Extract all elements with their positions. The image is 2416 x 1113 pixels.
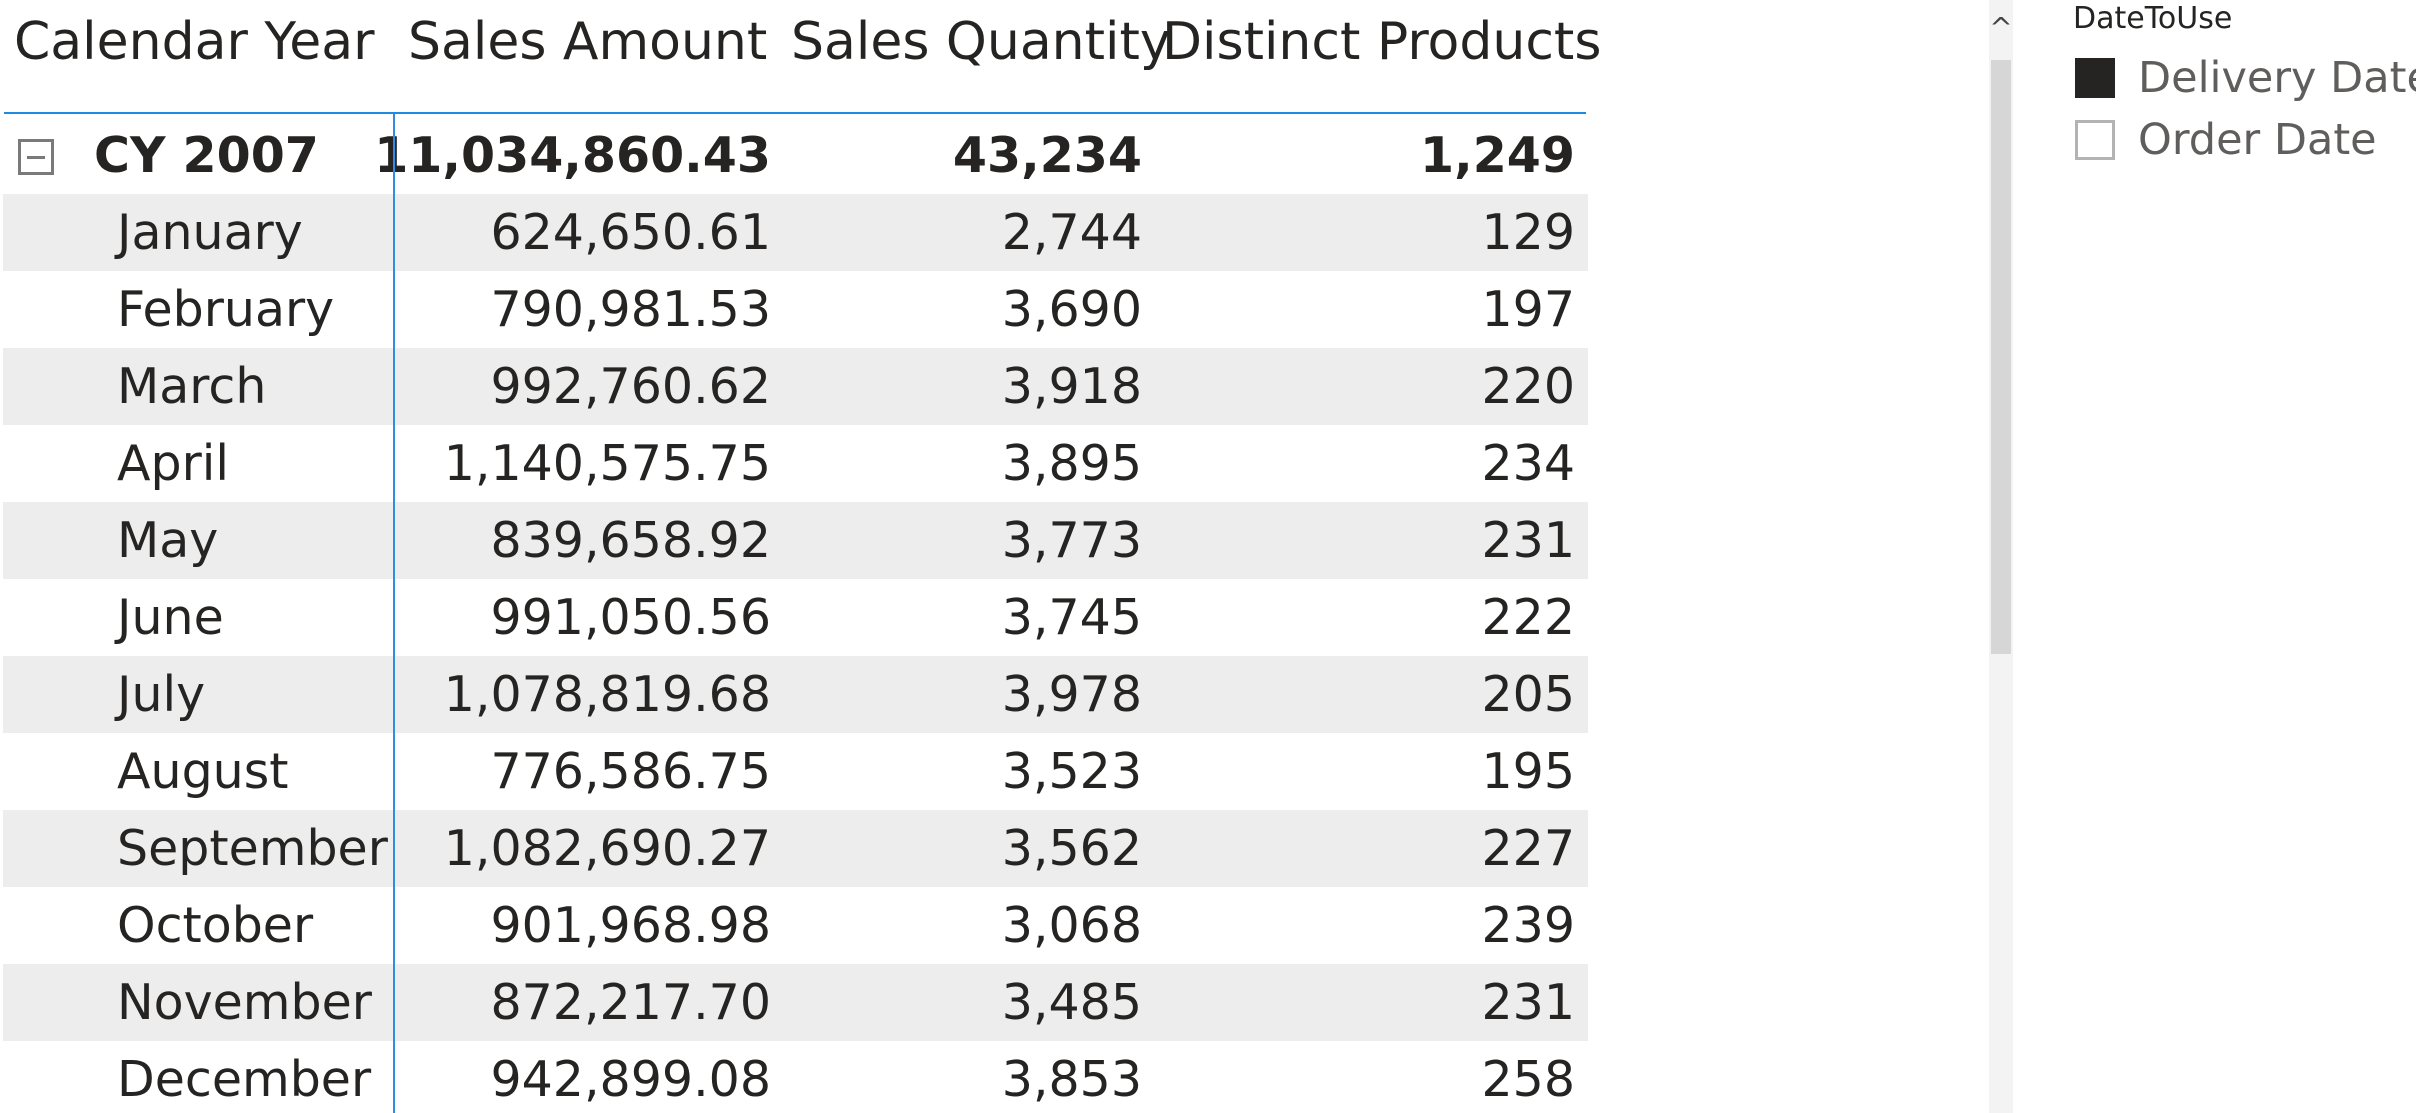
sales-quantity-cell: 3,978: [1001, 666, 1142, 723]
sales-amount-cell: 790,981.53: [490, 281, 771, 338]
table-row: January 624,650.61 2,744 129: [3, 194, 1588, 271]
slicer-item-order-date[interactable]: Order Date: [2073, 114, 2416, 165]
month-label: December: [117, 1051, 372, 1108]
header-divider: [4, 112, 1586, 114]
distinct-products-cell: 129: [1481, 204, 1575, 261]
sales-quantity-cell: 3,485: [1001, 974, 1142, 1031]
minus-square-icon[interactable]: [18, 139, 54, 175]
year-sales-amount: 11,034,860.43: [374, 127, 771, 184]
table-row: July 1,078,819.68 3,978 205: [3, 656, 1588, 733]
sales-amount-cell: 942,899.08: [490, 1051, 771, 1108]
year-row: CY 2007 11,034,860.43 43,234 1,249: [3, 117, 1588, 194]
table-row: October 901,968.98 3,068 239: [3, 887, 1588, 964]
matrix-header-row: Calendar Year Sales Amount Sales Quantit…: [0, 0, 1601, 114]
month-label: October: [117, 897, 314, 954]
sales-quantity-cell: 3,068: [1001, 897, 1142, 954]
distinct-products-cell: 258: [1481, 1051, 1575, 1108]
year-distinct-products: 1,249: [1420, 127, 1575, 184]
scrollbar-thumb[interactable]: [1991, 60, 2011, 654]
date-slicer: DateToUse Delivery Date Order Date: [2073, 0, 2416, 200]
table-row: April 1,140,575.75 3,895 234: [3, 425, 1588, 502]
column-separator: [393, 114, 395, 1113]
month-label: June: [117, 589, 224, 646]
sales-amount-cell: 624,650.61: [490, 204, 771, 261]
table-row: May 839,658.92 3,773 231: [3, 502, 1588, 579]
matrix-body: CY 2007 11,034,860.43 43,234 1,249 Janua…: [3, 117, 1588, 1113]
sales-amount-cell: 1,082,690.27: [443, 820, 771, 877]
sales-amount-cell: 776,586.75: [490, 743, 771, 800]
sales-quantity-cell: 3,562: [1001, 820, 1142, 877]
slicer-item-label: Delivery Date: [2138, 53, 2416, 103]
header-calendar-year[interactable]: Calendar Year: [14, 12, 375, 72]
sales-amount-cell: 992,760.62: [490, 358, 771, 415]
sales-amount-cell: 872,217.70: [490, 974, 771, 1031]
month-label: May: [117, 512, 219, 569]
scroll-up-icon[interactable]: ^: [1989, 11, 2013, 44]
slicer-item-delivery-date[interactable]: Delivery Date: [2073, 52, 2416, 103]
header-distinct-products[interactable]: Distinct Products: [1162, 12, 1602, 72]
distinct-products-cell: 222: [1481, 589, 1575, 646]
sales-quantity-cell: 3,773: [1001, 512, 1142, 569]
table-row: September 1,082,690.27 3,562 227: [3, 810, 1588, 887]
month-label: August: [117, 743, 289, 800]
distinct-products-cell: 195: [1481, 743, 1575, 800]
sales-matrix: Calendar Year Sales Amount Sales Quantit…: [0, 0, 1601, 1113]
slicer-title: DateToUse: [2073, 1, 2233, 36]
sales-quantity-cell: 3,918: [1001, 358, 1142, 415]
distinct-products-cell: 205: [1481, 666, 1575, 723]
sales-quantity-cell: 3,523: [1001, 743, 1142, 800]
distinct-products-cell: 220: [1481, 358, 1575, 415]
distinct-products-cell: 197: [1481, 281, 1575, 338]
sales-quantity-cell: 3,745: [1001, 589, 1142, 646]
distinct-products-cell: 231: [1481, 974, 1575, 1031]
sales-quantity-cell: 2,744: [1001, 204, 1142, 261]
slicer-item-label: Order Date: [2138, 115, 2377, 165]
sales-quantity-cell: 3,895: [1001, 435, 1142, 492]
month-label: March: [117, 358, 267, 415]
checkbox-checked-icon[interactable]: [2075, 58, 2115, 98]
header-sales-amount[interactable]: Sales Amount: [408, 12, 768, 72]
sales-amount-cell: 901,968.98: [490, 897, 771, 954]
table-row: March 992,760.62 3,918 220: [3, 348, 1588, 425]
sales-amount-cell: 1,078,819.68: [443, 666, 771, 723]
sales-amount-cell: 839,658.92: [490, 512, 771, 569]
sales-quantity-cell: 3,853: [1001, 1051, 1142, 1108]
checkbox-unchecked-icon[interactable]: [2075, 120, 2115, 160]
year-label: CY 2007: [94, 127, 319, 184]
sales-amount-cell: 991,050.56: [490, 589, 771, 646]
distinct-products-cell: 234: [1481, 435, 1575, 492]
table-row: August 776,586.75 3,523 195: [3, 733, 1588, 810]
table-row: December 942,899.08 3,853 258: [3, 1041, 1588, 1113]
month-label: November: [117, 974, 372, 1031]
sales-amount-cell: 1,140,575.75: [443, 435, 771, 492]
distinct-products-cell: 227: [1481, 820, 1575, 877]
distinct-products-cell: 239: [1481, 897, 1575, 954]
sales-quantity-cell: 3,690: [1001, 281, 1142, 338]
distinct-products-cell: 231: [1481, 512, 1575, 569]
month-label: January: [117, 204, 303, 261]
table-row: February 790,981.53 3,690 197: [3, 271, 1588, 348]
month-label: July: [117, 666, 206, 723]
month-label: September: [117, 820, 388, 877]
header-sales-quantity[interactable]: Sales Quantity: [791, 12, 1171, 72]
year-sales-quantity: 43,234: [952, 127, 1142, 184]
month-label: April: [117, 435, 229, 492]
table-row: November 872,217.70 3,485 231: [3, 964, 1588, 1041]
table-row: June 991,050.56 3,745 222: [3, 579, 1588, 656]
month-label: February: [117, 281, 335, 338]
